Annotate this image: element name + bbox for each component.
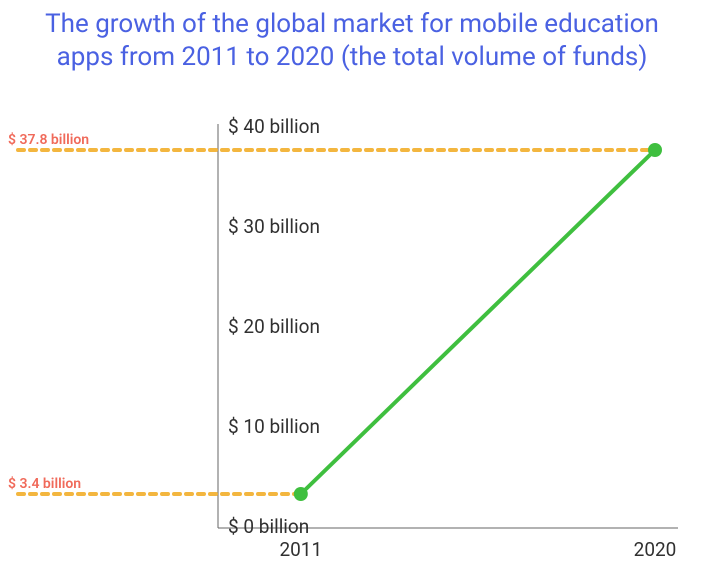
y-tick-label: $ 20 billion <box>228 315 320 338</box>
chart-svg <box>0 0 704 588</box>
x-tick-label: 2011 <box>271 538 331 561</box>
y-tick-label: $ 40 billion <box>228 115 320 138</box>
annotation-label: $ 3.4 billion <box>8 476 98 492</box>
annotation-label: $ 37.8 billion <box>8 132 98 148</box>
y-tick-label: $ 30 billion <box>228 215 320 238</box>
series-line <box>301 150 655 494</box>
y-tick-label: $ 10 billion <box>228 415 320 438</box>
x-tick-label: 2020 <box>625 538 685 561</box>
chart-area: $ 0 billion $ 10 billion $ 20 billion $ 30 … <box>0 0 704 588</box>
y-tick-label: $ 0 billion <box>228 515 309 538</box>
series-marker <box>294 487 308 501</box>
series-marker <box>648 143 662 157</box>
